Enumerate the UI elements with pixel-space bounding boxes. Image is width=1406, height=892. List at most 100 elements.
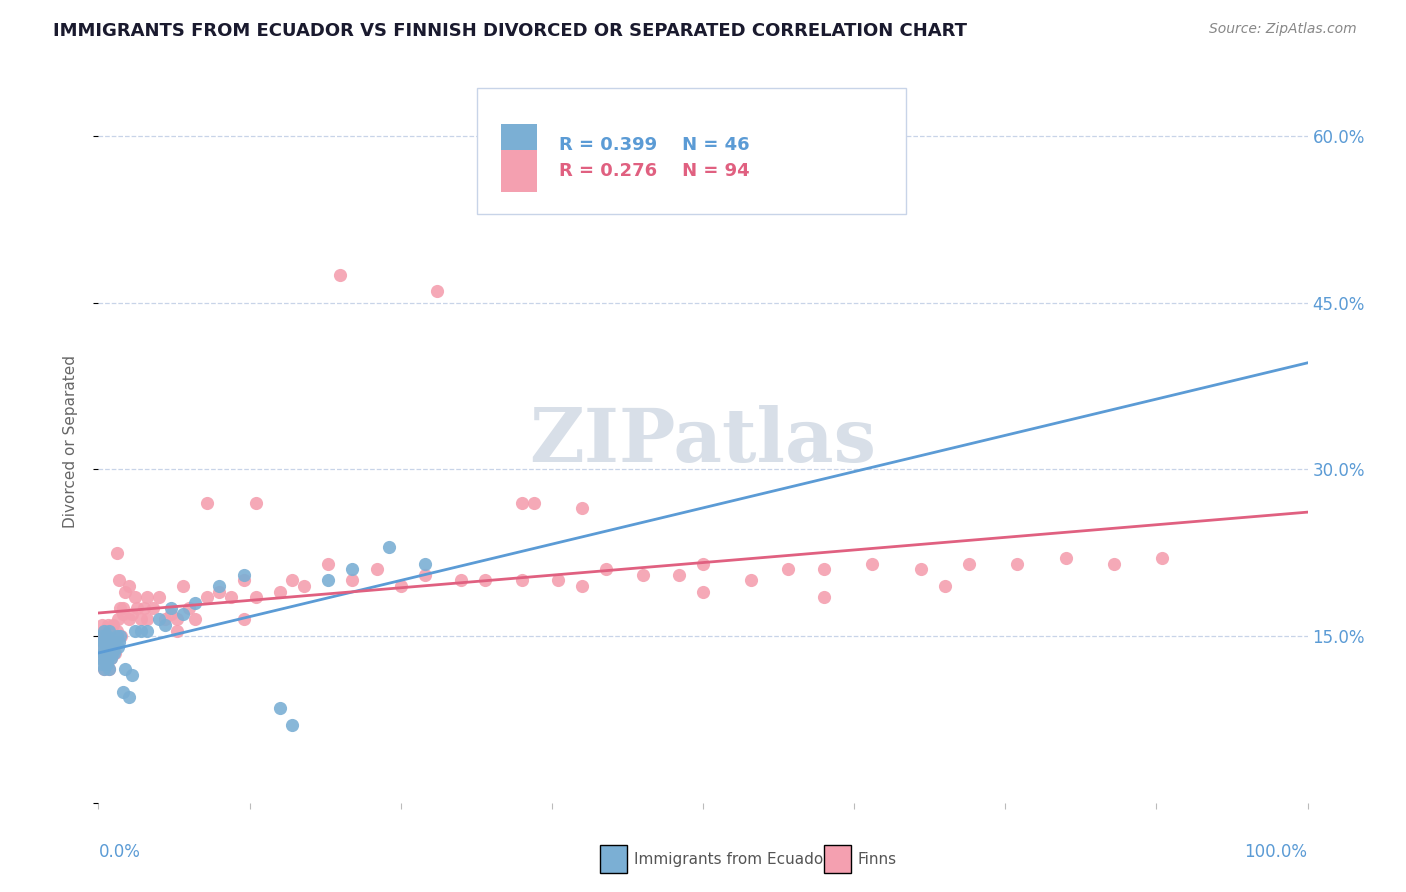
Text: 0.0%: 0.0% <box>98 843 141 861</box>
Point <box>98 662 121 676</box>
Point <box>91 646 114 660</box>
Point <box>91 634 114 648</box>
Point <box>571 501 593 516</box>
Point <box>96 629 118 643</box>
Point <box>93 624 115 638</box>
Point <box>934 579 956 593</box>
Point <box>103 634 125 648</box>
Point <box>1054 551 1077 566</box>
Point <box>98 634 121 648</box>
Point <box>153 618 176 632</box>
Point <box>90 629 112 643</box>
Point <box>97 634 120 648</box>
Point <box>142 601 165 615</box>
Point <box>232 574 254 588</box>
Point <box>101 646 124 660</box>
Point <box>94 634 117 648</box>
Point <box>93 624 115 638</box>
Point <box>692 557 714 571</box>
Point <box>91 646 114 660</box>
Point <box>89 640 111 655</box>
Point <box>135 590 157 604</box>
Text: Source: ZipAtlas.com: Source: ZipAtlas.com <box>1209 22 1357 37</box>
FancyBboxPatch shape <box>501 150 537 192</box>
Point <box>474 574 496 588</box>
Point <box>101 618 124 632</box>
Point <box>366 562 388 576</box>
Text: R = 0.276    N = 94: R = 0.276 N = 94 <box>560 161 749 179</box>
FancyBboxPatch shape <box>477 87 905 214</box>
Point <box>776 562 799 576</box>
Point <box>153 612 176 626</box>
Point <box>98 662 121 676</box>
Point <box>166 612 188 626</box>
Point <box>523 496 546 510</box>
Point <box>389 579 412 593</box>
Point <box>111 601 134 615</box>
Point <box>329 268 352 282</box>
Point <box>245 496 267 510</box>
Point <box>245 590 267 604</box>
Point <box>104 634 127 648</box>
Point <box>813 562 835 576</box>
Point <box>91 634 114 648</box>
Point <box>172 579 194 593</box>
Point <box>413 568 436 582</box>
Point <box>740 574 762 588</box>
Point <box>124 590 146 604</box>
Point <box>107 612 129 626</box>
Point <box>166 624 188 638</box>
Point <box>134 601 156 615</box>
Point <box>118 612 141 626</box>
Point <box>124 624 146 638</box>
Point <box>118 690 141 705</box>
Point <box>208 579 231 593</box>
Point <box>195 590 218 604</box>
Point <box>97 646 120 660</box>
Point <box>105 624 128 638</box>
Point <box>100 651 122 665</box>
Point <box>121 668 143 682</box>
Point <box>510 496 533 510</box>
Text: Finns: Finns <box>858 852 897 867</box>
FancyBboxPatch shape <box>501 124 537 166</box>
Point <box>1007 557 1029 571</box>
Point <box>96 629 118 643</box>
Text: 100.0%: 100.0% <box>1244 843 1308 861</box>
Point <box>450 574 472 588</box>
Point <box>121 607 143 621</box>
Point <box>100 646 122 660</box>
Point <box>413 557 436 571</box>
Point <box>184 596 207 610</box>
Point <box>94 651 117 665</box>
Text: ZIPatlas: ZIPatlas <box>530 405 876 478</box>
Point <box>232 568 254 582</box>
Point <box>281 574 304 588</box>
Point <box>1102 557 1125 571</box>
Point <box>269 584 291 599</box>
Point <box>316 557 339 571</box>
Point <box>108 574 131 588</box>
Point <box>97 618 120 632</box>
Point <box>172 607 194 621</box>
Point <box>103 646 125 660</box>
Point <box>910 562 932 576</box>
Point <box>105 546 128 560</box>
Point <box>377 540 399 554</box>
Point <box>1152 551 1174 566</box>
Point <box>426 285 449 299</box>
Point <box>860 557 883 571</box>
Point <box>91 629 114 643</box>
Point <box>129 624 152 638</box>
Text: Immigrants from Ecuador: Immigrants from Ecuador <box>634 852 830 867</box>
Point <box>100 640 122 655</box>
Point <box>195 496 218 510</box>
Point <box>148 612 170 626</box>
Point <box>957 557 980 571</box>
Point <box>129 612 152 626</box>
Point <box>184 612 207 626</box>
Point <box>100 634 122 648</box>
Point <box>179 601 201 615</box>
Point <box>93 662 115 676</box>
Point <box>96 657 118 671</box>
